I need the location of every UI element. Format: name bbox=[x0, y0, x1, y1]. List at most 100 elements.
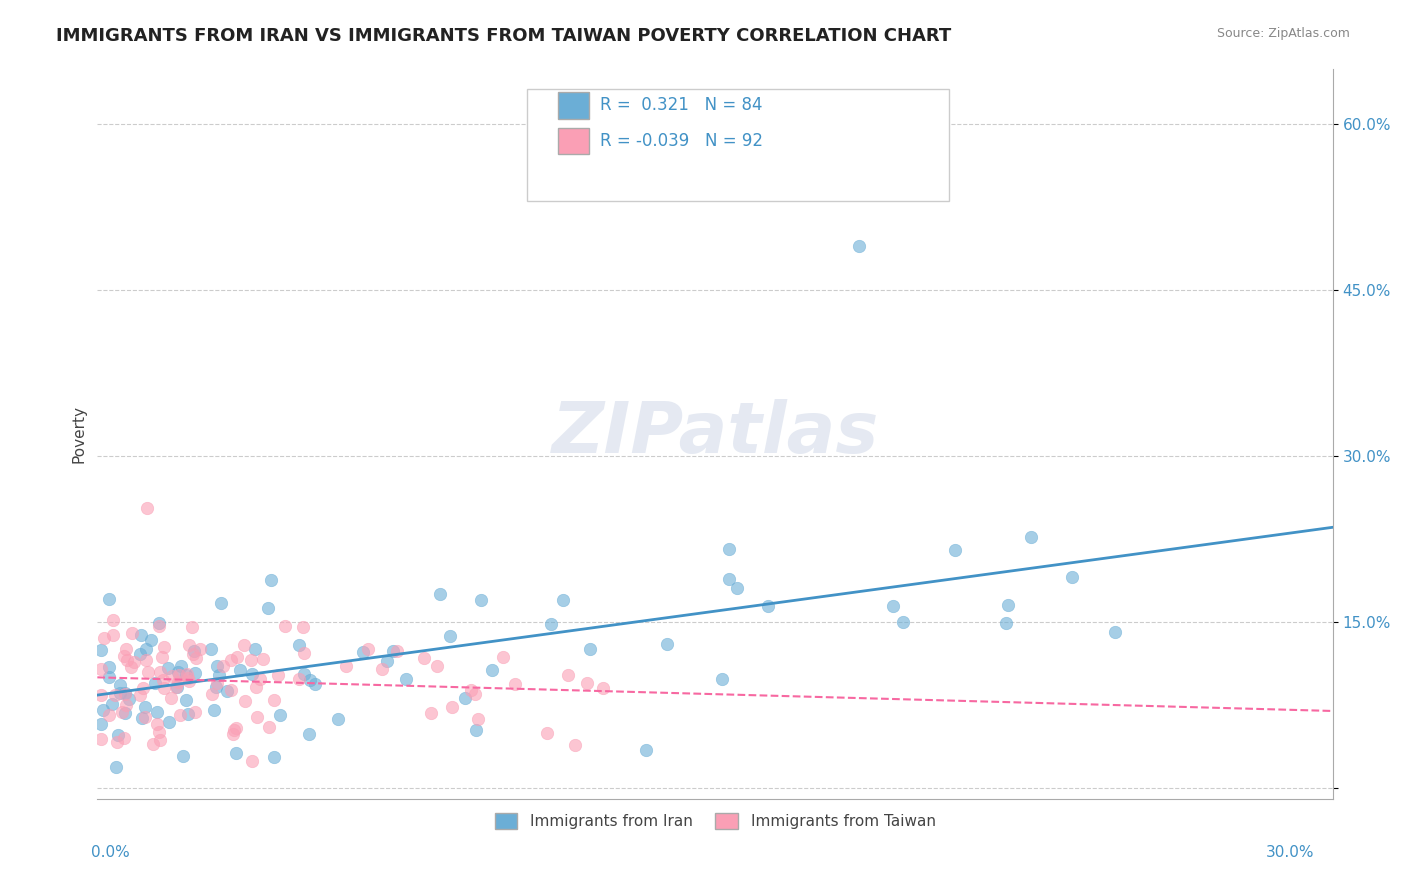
Point bbox=[292, 620, 315, 634]
Point bbox=[105, 734, 128, 748]
Point bbox=[995, 616, 1018, 631]
Point bbox=[240, 666, 263, 681]
Point bbox=[997, 598, 1019, 612]
Point bbox=[129, 647, 152, 661]
Point bbox=[882, 599, 904, 613]
Point bbox=[152, 673, 174, 687]
Point bbox=[439, 629, 461, 643]
Point bbox=[292, 646, 315, 660]
Point bbox=[352, 645, 374, 659]
Point bbox=[717, 541, 740, 556]
Point bbox=[492, 649, 515, 664]
Point bbox=[98, 592, 121, 607]
Point bbox=[460, 683, 482, 698]
Text: ZIPatlas: ZIPatlas bbox=[551, 400, 879, 468]
Point bbox=[98, 659, 121, 673]
Point bbox=[135, 653, 157, 667]
Point bbox=[105, 760, 128, 774]
Point bbox=[139, 633, 162, 648]
Point bbox=[634, 743, 657, 757]
Point bbox=[156, 661, 179, 675]
Point bbox=[115, 653, 138, 667]
Point bbox=[429, 587, 451, 601]
Point bbox=[148, 618, 170, 632]
Point bbox=[184, 665, 207, 680]
Point bbox=[204, 703, 226, 717]
Point bbox=[136, 665, 159, 680]
Point bbox=[252, 652, 274, 666]
Point bbox=[174, 692, 197, 706]
Point bbox=[122, 655, 145, 669]
Point bbox=[273, 619, 295, 633]
Point bbox=[114, 687, 136, 701]
Point bbox=[179, 673, 201, 688]
Point bbox=[114, 698, 136, 712]
Point bbox=[90, 689, 112, 703]
Point bbox=[576, 675, 599, 690]
Point bbox=[263, 750, 285, 764]
Point bbox=[118, 692, 141, 706]
Point bbox=[326, 712, 349, 726]
Point bbox=[148, 724, 170, 739]
Point bbox=[470, 593, 492, 607]
Point bbox=[190, 642, 212, 657]
Point bbox=[226, 650, 249, 665]
Point bbox=[240, 755, 263, 769]
Point bbox=[395, 672, 418, 686]
Point bbox=[464, 687, 486, 701]
Point bbox=[292, 666, 315, 681]
Point bbox=[578, 642, 600, 657]
Point bbox=[1019, 530, 1042, 544]
Point bbox=[357, 642, 380, 657]
Point bbox=[245, 642, 267, 657]
Point bbox=[145, 717, 167, 731]
Point bbox=[114, 706, 136, 720]
Point bbox=[120, 660, 142, 674]
Point bbox=[298, 727, 321, 741]
Point bbox=[143, 676, 166, 690]
Point bbox=[150, 650, 173, 665]
Point bbox=[90, 643, 112, 657]
Point bbox=[107, 728, 129, 742]
Point bbox=[1104, 624, 1126, 639]
Point bbox=[592, 681, 614, 695]
Point bbox=[129, 689, 152, 703]
Point bbox=[103, 628, 125, 642]
Point bbox=[848, 238, 870, 252]
Point bbox=[183, 644, 205, 658]
Point bbox=[725, 582, 748, 596]
Point bbox=[129, 628, 152, 642]
Point bbox=[166, 680, 188, 694]
Point bbox=[200, 641, 222, 656]
Point bbox=[335, 658, 357, 673]
Point bbox=[176, 667, 198, 681]
Point bbox=[172, 749, 194, 764]
Point bbox=[90, 731, 112, 746]
Point bbox=[536, 726, 558, 740]
Point bbox=[370, 662, 392, 676]
Point bbox=[1060, 570, 1083, 584]
Point bbox=[149, 733, 172, 747]
Point bbox=[382, 643, 405, 657]
Point bbox=[135, 641, 157, 656]
Point bbox=[165, 680, 187, 694]
Point bbox=[212, 659, 235, 673]
Point bbox=[387, 644, 409, 658]
Point bbox=[205, 680, 228, 694]
Point bbox=[186, 650, 208, 665]
Point bbox=[454, 690, 477, 705]
Point bbox=[90, 662, 112, 676]
Point bbox=[205, 659, 228, 673]
Point bbox=[288, 638, 311, 652]
Point bbox=[225, 721, 247, 735]
Point bbox=[217, 684, 239, 698]
Point bbox=[183, 705, 205, 719]
Point bbox=[259, 721, 281, 735]
Point bbox=[465, 723, 488, 738]
Point bbox=[174, 667, 197, 681]
Point bbox=[97, 670, 120, 684]
Point bbox=[233, 694, 256, 708]
Point bbox=[943, 542, 966, 557]
Point bbox=[166, 674, 188, 689]
Point bbox=[112, 731, 135, 745]
